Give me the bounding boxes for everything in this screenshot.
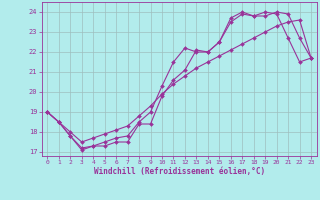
X-axis label: Windchill (Refroidissement éolien,°C): Windchill (Refroidissement éolien,°C) (94, 167, 265, 176)
